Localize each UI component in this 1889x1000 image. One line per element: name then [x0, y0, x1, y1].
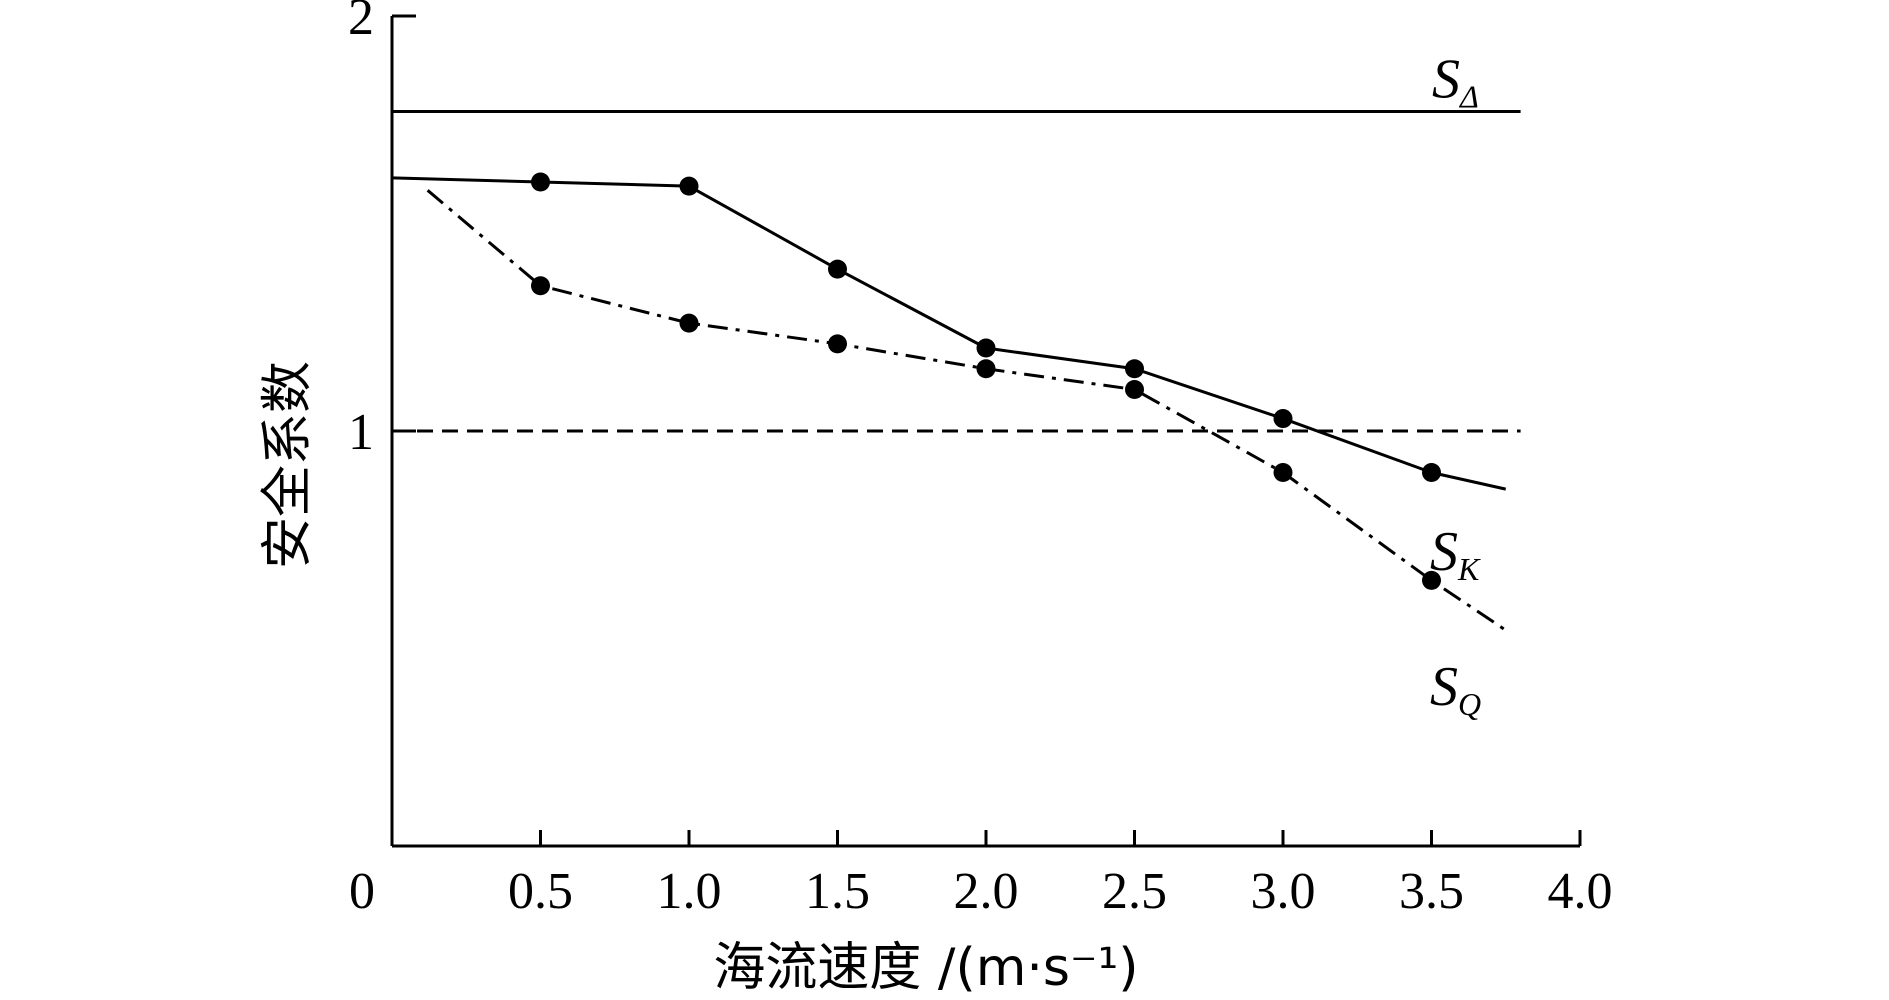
series-line-s-k — [391, 176, 1507, 491]
data-point-s-k — [828, 259, 847, 279]
data-point-s-k — [976, 338, 996, 358]
x-tick-label: 1.5 — [805, 863, 870, 920]
x-tick-label: 4.0 — [1548, 863, 1613, 920]
data-point-s-k — [531, 172, 550, 192]
data-point-s-q — [976, 359, 996, 379]
data-point-s-q — [828, 334, 847, 354]
data-point-s-k — [1422, 463, 1441, 482]
x-axis-title: 海流速度 /(m·s⁻¹) — [713, 938, 1138, 998]
data-point-s-q — [679, 313, 699, 333]
series-label-s-k: SK — [1430, 521, 1481, 587]
x-tick-label: 2.0 — [954, 863, 1019, 920]
data-point-s-q — [1125, 380, 1144, 399]
x-tick-label: 1.0 — [657, 863, 722, 920]
data-point-s-k — [679, 176, 699, 196]
data-point-s-k — [1125, 359, 1144, 379]
data-point-s-q — [1422, 570, 1441, 590]
y-axis-title: 安全系数 — [258, 361, 318, 569]
x-tick-label: 3.5 — [1399, 863, 1464, 920]
series-line-s-q — [426, 189, 1507, 632]
y-tick-label: 1 — [348, 404, 374, 461]
data-point-s-q — [1273, 463, 1293, 482]
x-tick-label: 2.5 — [1102, 863, 1167, 920]
x-tick-label: 0 — [349, 863, 375, 920]
data-point-s-q — [531, 276, 550, 296]
series-lines — [391, 176, 1507, 632]
axes: 0 0.5 1.0 1.5 2.0 2.5 3.0 3.5 4.0 1 2 — [348, 0, 1613, 920]
reference-lines — [392, 109, 1521, 433]
labels: 海流速度 /(m·s⁻¹) 安全系数 SΔ SK SQ — [258, 48, 1481, 998]
series-label-s-q: SQ — [1430, 656, 1481, 722]
reference-label-s-delta: SΔ — [1432, 48, 1479, 114]
x-tick-label: 0.5 — [508, 863, 573, 920]
data-markers — [531, 172, 1441, 590]
x-tick-label: 3.0 — [1251, 863, 1316, 920]
data-point-s-k — [1273, 409, 1293, 429]
y-tick-label: 2 — [348, 0, 374, 46]
